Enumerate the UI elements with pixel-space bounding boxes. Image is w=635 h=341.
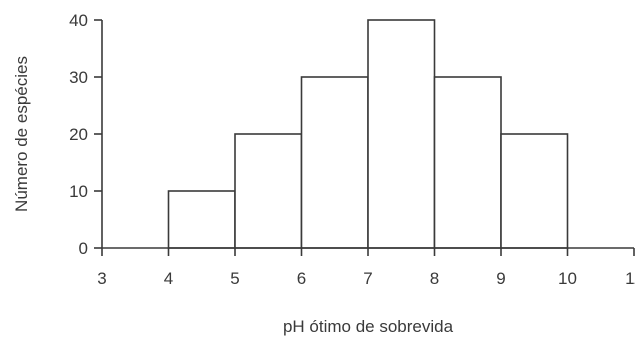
histogram-bar-4 bbox=[433, 76, 502, 249]
y-tick-label: 40 bbox=[69, 11, 88, 30]
x-tick-label: 4 bbox=[164, 269, 173, 288]
axes-group bbox=[94, 19, 635, 256]
y-tick-label: 30 bbox=[69, 68, 88, 87]
x-tick-labels: 3 4 5 6 7 8 9 10 11 bbox=[97, 269, 635, 288]
y-tick-label: 20 bbox=[69, 125, 88, 144]
x-tick-label: 11 bbox=[625, 269, 635, 288]
y-tick-label: 0 bbox=[79, 239, 88, 258]
histogram-bar-5 bbox=[500, 133, 569, 249]
x-tick-label: 3 bbox=[97, 269, 106, 288]
histogram-bar-2 bbox=[300, 76, 369, 249]
x-tick-label: 7 bbox=[363, 269, 372, 288]
histogram-bar-3 bbox=[367, 19, 436, 249]
histogram-bar-1 bbox=[234, 133, 303, 249]
x-tick-label: 9 bbox=[496, 269, 505, 288]
y-tick-label: 10 bbox=[69, 182, 88, 201]
bars-group bbox=[167, 19, 569, 249]
x-tick-label: 10 bbox=[558, 269, 577, 288]
x-tick-label: 5 bbox=[230, 269, 239, 288]
y-axis-label: Número de espécies bbox=[12, 56, 31, 212]
x-axis-label: pH ótimo de sobrevida bbox=[283, 317, 454, 336]
x-tick-label: 8 bbox=[430, 269, 439, 288]
y-tick-labels: 0 10 20 30 40 bbox=[69, 11, 88, 258]
histogram-bar-0 bbox=[167, 190, 236, 249]
x-tick-label: 6 bbox=[297, 269, 306, 288]
